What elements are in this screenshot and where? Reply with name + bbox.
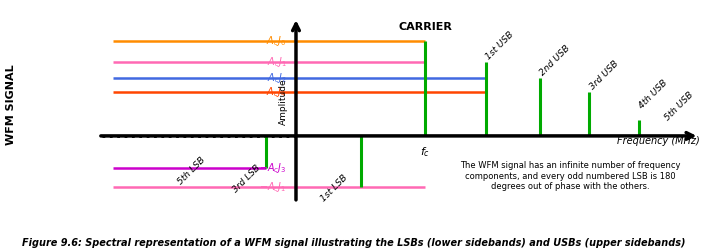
Text: $-A_c J_1$: $-A_c J_1$	[259, 180, 286, 194]
Text: 4th USB: 4th USB	[637, 78, 668, 110]
Text: CARRIER: CARRIER	[399, 22, 452, 32]
Text: Frequency (MHz): Frequency (MHz)	[617, 136, 700, 145]
Text: $A_c J_4$: $A_c J_4$	[266, 85, 286, 99]
Text: $A_c J_2$: $A_c J_2$	[267, 71, 286, 85]
Text: 5th LSB: 5th LSB	[176, 156, 207, 186]
Text: 2nd USB: 2nd USB	[538, 44, 571, 77]
Text: Figure 9.6: Spectral representation of a WFM signal illustrating the LSBs (lower: Figure 9.6: Spectral representation of a…	[22, 238, 685, 248]
Text: $-A_c J_3$: $-A_c J_3$	[259, 161, 286, 175]
Text: The WFM signal has an infinite number of frequency
components, and every odd num: The WFM signal has an infinite number of…	[460, 161, 680, 191]
Text: 1st USB: 1st USB	[484, 30, 515, 61]
Text: Amplitude: Amplitude	[279, 78, 289, 125]
Text: $f_c$: $f_c$	[420, 145, 431, 159]
Text: $A_c J_0$: $A_c J_0$	[267, 34, 286, 48]
Text: 1st LSB: 1st LSB	[319, 173, 349, 203]
Text: 5th USB: 5th USB	[663, 90, 695, 122]
Text: 3rd LSB: 3rd LSB	[231, 164, 262, 195]
Text: WFM SIGNAL: WFM SIGNAL	[6, 65, 16, 145]
Text: $A_c J_1$: $A_c J_1$	[267, 55, 286, 69]
Text: 3rd USB: 3rd USB	[588, 59, 621, 91]
